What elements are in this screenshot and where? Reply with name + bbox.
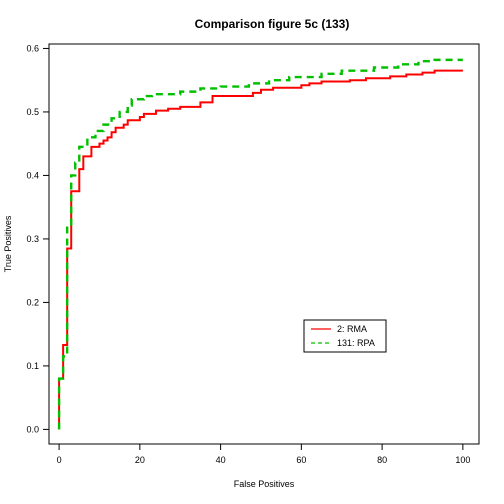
legend-label-rpa: 131: RPA xyxy=(337,338,375,348)
series-line-rpa xyxy=(57,58,463,430)
y-tick-label: 0.4 xyxy=(26,170,39,180)
y-axis-label: True Positives xyxy=(3,215,13,272)
y-tick-label: 0.6 xyxy=(26,43,39,53)
x-axis-label: False Positives xyxy=(234,479,295,489)
y-axis: 0.0 0.1 0.2 0.3 0.4 0.5 0.6 xyxy=(26,43,50,434)
x-tick-label: 40 xyxy=(216,455,226,465)
legend: 2: RMA 131: RPA xyxy=(303,319,387,353)
x-tick-label: 80 xyxy=(377,455,387,465)
y-tick-label: 0.2 xyxy=(26,297,39,307)
x-tick-label: 100 xyxy=(455,455,470,465)
legend-label-rma: 2: RMA xyxy=(337,324,367,334)
legend-box xyxy=(303,319,387,353)
chart-title: Comparison figure 5c (133) xyxy=(195,17,350,31)
y-tick-label: 0.1 xyxy=(26,361,39,371)
y-tick-label: 0.3 xyxy=(26,234,39,244)
x-axis: 0 20 40 60 80 100 xyxy=(57,443,470,465)
x-tick-label: 0 xyxy=(57,455,62,465)
series-layer xyxy=(57,58,463,430)
y-tick-label: 0.5 xyxy=(26,107,39,117)
x-tick-label: 60 xyxy=(296,455,306,465)
x-tick-label: 20 xyxy=(135,455,145,465)
series-line-rma xyxy=(58,69,463,430)
y-tick-label: 0.0 xyxy=(26,424,39,434)
